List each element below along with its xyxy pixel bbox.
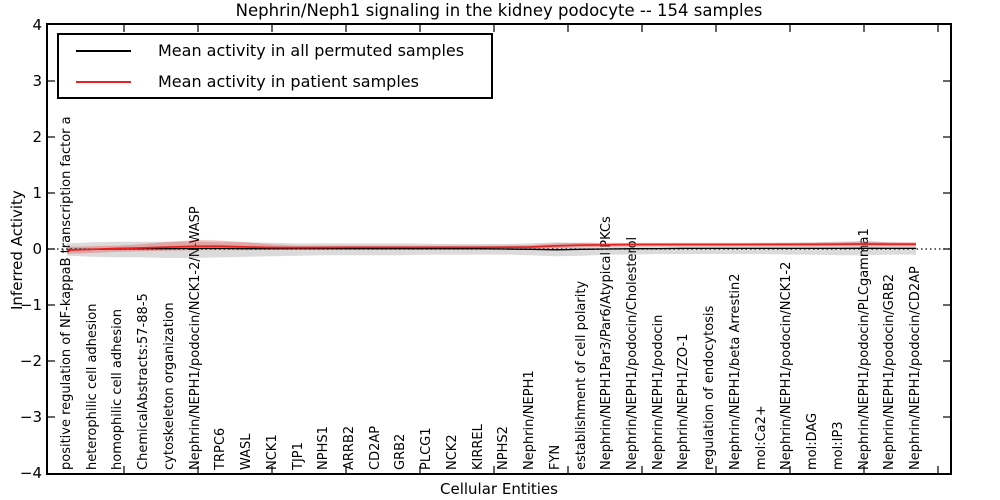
y-tick-label: 4 <box>32 16 42 34</box>
legend-row: Mean activity in patient samples <box>59 66 491 97</box>
permuted-mean-line <box>66 247 916 251</box>
y-tick-label: −4 <box>19 464 42 482</box>
y-tick-label: −3 <box>19 408 42 426</box>
y-tick-label: −2 <box>19 352 42 370</box>
chart-title: Nephrin/Neph1 signaling in the kidney po… <box>235 1 763 20</box>
y-tick-label: 3 <box>32 72 42 90</box>
legend-label: Mean activity in patient samples <box>158 72 419 91</box>
permuted-samples-range-band <box>67 241 916 258</box>
y-tick-label: 0 <box>32 240 42 258</box>
plot-area <box>46 23 952 475</box>
y-tick-label: 2 <box>32 128 42 146</box>
legend: Mean activity in all permuted samples Mea… <box>57 33 493 99</box>
patient-mean-line <box>66 243 916 251</box>
legend-row: Mean activity in all permuted samples <box>59 35 491 66</box>
permuted-line-sample-icon <box>76 49 131 52</box>
y-tick-label: 1 <box>32 184 42 202</box>
y-tick-label: −1 <box>19 296 42 314</box>
legend-label: Mean activity in all permuted samples <box>158 41 465 60</box>
chart-canvas <box>48 25 950 473</box>
x-axis-label: Cellular Entities <box>440 480 558 498</box>
patient-line-sample-icon <box>76 80 131 83</box>
